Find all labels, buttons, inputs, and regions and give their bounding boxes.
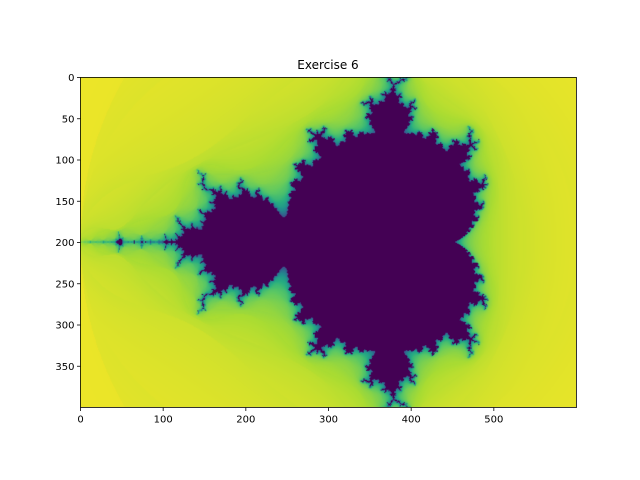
x-tick-label: 100 [154,415,173,426]
chart-title: Exercise 6 [297,58,358,72]
x-tick-label: 200 [236,415,255,426]
y-tick-label: 100 [55,156,74,167]
axes-frame [80,77,577,408]
y-tick-label: 50 [62,114,75,125]
y-tick-label: 250 [55,279,74,290]
heatmap-image [80,77,576,407]
y-tick-label: 150 [55,197,74,208]
x-tick-label: 400 [402,415,421,426]
y-axis: 0 50 100 150 200 250 300 350 [55,73,81,373]
x-tick-label: 300 [319,415,338,426]
y-tick-label: 0 [68,73,74,84]
y-tick-label: 200 [55,238,74,249]
x-tick-label: 500 [484,415,503,426]
y-tick-label: 350 [55,362,74,373]
x-tick-label: 0 [77,415,83,426]
x-axis: 0 100 200 300 400 500 [77,407,503,426]
y-tick-label: 300 [55,321,74,332]
